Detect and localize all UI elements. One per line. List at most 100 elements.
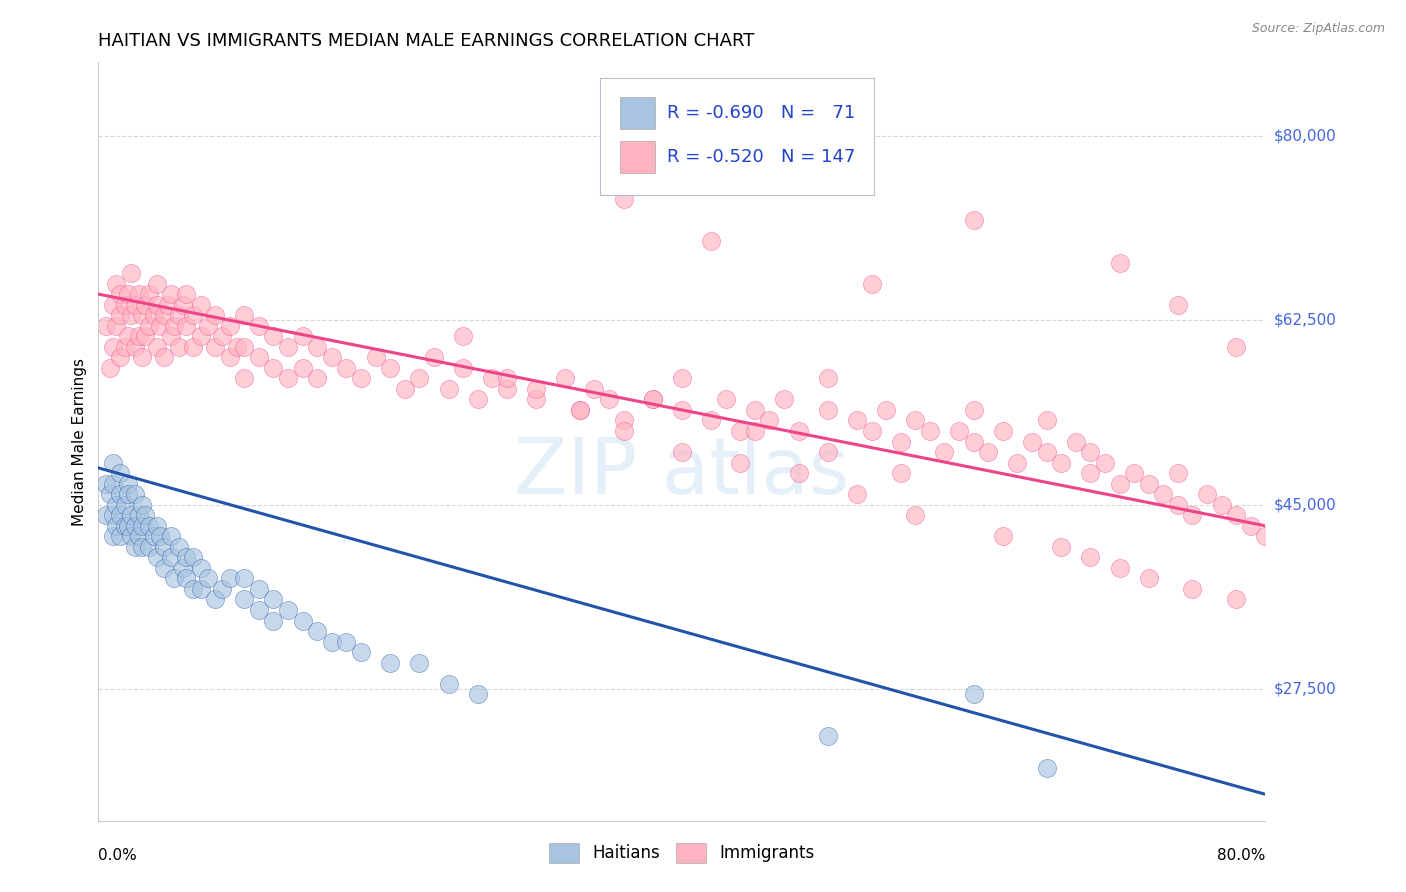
Point: [138, 287, 160, 301]
Point: [321, 351, 343, 365]
Point: [153, 540, 176, 554]
Point: [262, 360, 284, 375]
Point: [134, 329, 156, 343]
Point: [1167, 298, 1189, 312]
Point: [110, 287, 132, 301]
Point: [335, 360, 357, 375]
Point: [1195, 487, 1218, 501]
Point: [1094, 456, 1116, 470]
Point: [218, 571, 240, 585]
Point: [160, 287, 183, 301]
Point: [134, 298, 156, 312]
Point: [131, 518, 153, 533]
Point: [104, 498, 127, 512]
Point: [307, 340, 329, 354]
Point: [262, 614, 284, 628]
Point: [364, 351, 387, 365]
Point: [117, 487, 139, 501]
Point: [172, 298, 194, 312]
Point: [131, 308, 153, 322]
Point: [1167, 466, 1189, 480]
Point: [1035, 445, 1057, 459]
Point: [671, 445, 693, 459]
Point: [918, 424, 941, 438]
Point: [612, 192, 634, 206]
Point: [890, 434, 912, 449]
Point: [394, 382, 416, 396]
Point: [104, 277, 127, 291]
Point: [167, 540, 190, 554]
Point: [181, 550, 204, 565]
Point: [204, 340, 226, 354]
Point: [1050, 456, 1073, 470]
Point: [142, 529, 165, 543]
Point: [131, 351, 153, 365]
Point: [114, 340, 136, 354]
Point: [1080, 445, 1102, 459]
Point: [307, 371, 329, 385]
Point: [860, 424, 883, 438]
Point: [167, 308, 190, 322]
Point: [120, 508, 142, 523]
Point: [110, 308, 132, 322]
Point: [181, 308, 204, 322]
Point: [817, 730, 839, 744]
Point: [120, 308, 142, 322]
Point: [153, 308, 176, 322]
Point: [890, 466, 912, 480]
Point: [598, 392, 620, 407]
Point: [1064, 434, 1087, 449]
Point: [134, 508, 156, 523]
Point: [131, 498, 153, 512]
Point: [104, 318, 127, 333]
Legend: Haitians, Immigrants: Haitians, Immigrants: [543, 837, 821, 869]
Text: 0.0%: 0.0%: [98, 848, 138, 863]
Text: $80,000: $80,000: [1274, 128, 1337, 144]
Text: $27,500: $27,500: [1274, 681, 1337, 697]
Point: [641, 392, 664, 407]
Point: [1167, 498, 1189, 512]
Point: [730, 456, 752, 470]
Point: [211, 329, 233, 343]
Point: [190, 582, 212, 596]
Point: [568, 403, 591, 417]
Point: [101, 340, 124, 354]
Point: [204, 592, 226, 607]
Point: [124, 540, 146, 554]
Text: Source: ZipAtlas.com: Source: ZipAtlas.com: [1251, 22, 1385, 36]
Point: [149, 529, 172, 543]
Point: [277, 371, 299, 385]
Point: [172, 561, 194, 575]
Point: [190, 329, 212, 343]
Point: [277, 603, 299, 617]
Text: ZIP atlas: ZIP atlas: [515, 434, 849, 510]
Point: [1108, 561, 1130, 575]
Point: [335, 634, 357, 648]
FancyBboxPatch shape: [620, 141, 655, 173]
Point: [233, 371, 256, 385]
Text: 80.0%: 80.0%: [1218, 848, 1265, 863]
Point: [114, 498, 136, 512]
Point: [110, 529, 132, 543]
Text: R = -0.690   N =   71: R = -0.690 N = 71: [666, 104, 855, 122]
Point: [671, 403, 693, 417]
Point: [174, 287, 197, 301]
Point: [437, 382, 460, 396]
Point: [773, 392, 796, 407]
Point: [167, 340, 190, 354]
Point: [128, 529, 150, 543]
Point: [1225, 340, 1247, 354]
Point: [110, 351, 132, 365]
Point: [157, 298, 180, 312]
Point: [568, 403, 591, 417]
Point: [1137, 571, 1160, 585]
Point: [1123, 466, 1146, 480]
Point: [98, 360, 121, 375]
Point: [1137, 476, 1160, 491]
Point: [163, 318, 186, 333]
Point: [190, 298, 212, 312]
Point: [128, 287, 150, 301]
Point: [128, 508, 150, 523]
Point: [181, 582, 204, 596]
Point: [1007, 456, 1029, 470]
